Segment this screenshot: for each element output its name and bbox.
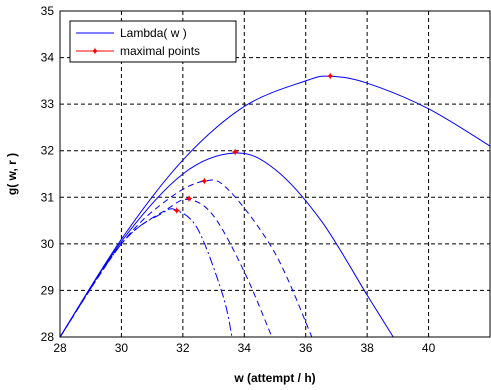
legend: Lambda( w ) ✦ maximal points (69, 20, 237, 63)
x-axis-label: w (attempt / h) (233, 371, 315, 385)
maximal-point-markers: ✦✦✦✦✦ (172, 71, 335, 217)
x-tick-label: 38 (360, 341, 374, 355)
y-tick-label: 34 (41, 51, 55, 65)
x-tick-label: 28 (53, 341, 67, 355)
plot-frame (59, 10, 491, 338)
y-tick-label: 28 (41, 330, 55, 344)
maximal-point-marker: ✦ (230, 147, 239, 159)
x-tick-label: 30 (115, 341, 129, 355)
legend-box (69, 20, 237, 63)
y-tick-label: 32 (41, 144, 55, 158)
x-tick-label: 36 (299, 341, 313, 355)
curves (60, 75, 490, 337)
y-tick-labels: 28 29 30 31 32 33 34 35 (41, 4, 55, 344)
maximal-point-marker: ✦ (184, 194, 193, 206)
x-tick-label: 34 (238, 341, 252, 355)
x-tick-labels: 28 30 32 34 36 38 40 (53, 341, 435, 355)
maximal-point-marker: ✦ (326, 71, 335, 83)
y-tick-label: 33 (41, 97, 55, 111)
x-tick-label: 40 (422, 341, 436, 355)
maximal-point-marker: ✦ (172, 205, 181, 217)
legend-label-maximal: maximal points (120, 44, 200, 58)
y-tick-label: 31 (41, 190, 55, 204)
y-tick-label: 35 (41, 4, 55, 18)
legend-label-lambda: Lambda( w ) (120, 26, 187, 40)
curve-line-0 (60, 75, 490, 337)
curve-line-4 (60, 208, 233, 337)
y-axis-label: g( w, r ) (5, 153, 19, 195)
legend-marker-maximal: ✦ (90, 46, 99, 58)
curve-line-1 (60, 152, 394, 337)
curve-line-3 (60, 198, 273, 337)
maximal-point-marker: ✦ (200, 176, 209, 188)
y-tick-label: 30 (41, 237, 55, 251)
x-tick-label: 32 (176, 341, 190, 355)
y-tick-label: 29 (41, 283, 55, 297)
